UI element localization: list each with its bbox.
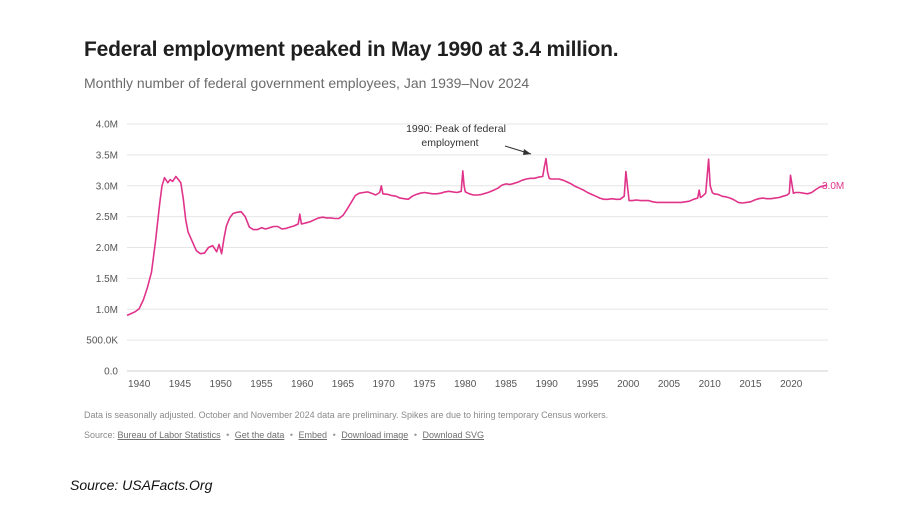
y-tick-label: 0.0 [104, 367, 118, 378]
embed-link[interactable]: Embed [298, 430, 328, 440]
series-line [126, 157, 828, 317]
x-tick-label: 1980 [454, 379, 477, 390]
x-tick-label: 1940 [128, 379, 151, 390]
x-tick-label: 2020 [780, 379, 803, 390]
separator: • [413, 430, 417, 440]
y-tick-label: 2.5M [96, 212, 118, 223]
annotation-text-line-2: employment [421, 137, 478, 149]
separator: • [226, 430, 230, 440]
x-tick-label: 2005 [658, 379, 681, 390]
y-tick-label: 500.0K [86, 336, 118, 347]
x-tick-label: 1950 [210, 379, 233, 390]
get-data-link[interactable]: Get the data [234, 430, 285, 440]
x-axis: 1940 1945 1950 1955 1960 1965 1970 1975 1980 1985… [128, 379, 803, 390]
x-tick-label: 1985 [495, 379, 518, 390]
x-tick-label: 2000 [617, 379, 640, 390]
bls-link[interactable]: Bureau of Labor Statistics [117, 430, 221, 440]
x-tick-label: 1995 [576, 379, 599, 390]
y-tick-label: 2.0M [96, 243, 118, 254]
footnote: Data is seasonally adjusted. October and… [84, 410, 609, 420]
end-value-label: 3.0M [822, 181, 844, 192]
chart-title: Federal employment peaked in May 1990 at… [84, 38, 619, 61]
download-svg-link[interactable]: Download SVG [422, 430, 485, 440]
x-tick-label: 1975 [413, 379, 436, 390]
x-tick-label: 2010 [699, 379, 722, 390]
source-line: Source: Bureau of Labor Statistics • Get… [84, 430, 484, 440]
x-tick-label: 1965 [332, 379, 355, 390]
line-chart: 0.0 500.0K 1.0M 1.5M 2.0M 2.5M 3.0M 3.5M 4.0M 19… [86, 120, 844, 391]
x-tick-label: 1990 [536, 379, 559, 390]
series-layer [126, 157, 828, 317]
x-tick-label: 2015 [739, 379, 762, 390]
x-tick-label: 1955 [250, 379, 273, 390]
x-tick-label: 1945 [169, 379, 192, 390]
annotation-text-line-1: 1990: Peak of federal [406, 123, 506, 135]
y-tick-label: 1.0M [96, 305, 118, 316]
source-prefix: Source: [84, 430, 116, 440]
chart-subtitle: Monthly number of federal government emp… [84, 75, 530, 91]
grid-lines [127, 123, 828, 372]
y-axis: 0.0 500.0K 1.0M 1.5M 2.0M 2.5M 3.0M 3.5M 4.0M [86, 120, 118, 378]
x-tick-label: 1960 [291, 379, 314, 390]
separator: • [289, 430, 294, 440]
y-tick-label: 3.5M [96, 150, 118, 161]
y-tick-label: 3.0M [96, 181, 118, 192]
download-image-link[interactable]: Download image [341, 430, 409, 440]
y-tick-label: 1.5M [96, 274, 118, 285]
annotation: 1990: Peak of federal employment [406, 123, 532, 155]
annotation-arrowhead [523, 149, 531, 155]
y-tick-label: 4.0M [96, 120, 118, 131]
attribution-text: Source: USAFacts.Org [70, 477, 213, 493]
x-tick-label: 1970 [373, 379, 396, 390]
separator: • [332, 430, 336, 440]
